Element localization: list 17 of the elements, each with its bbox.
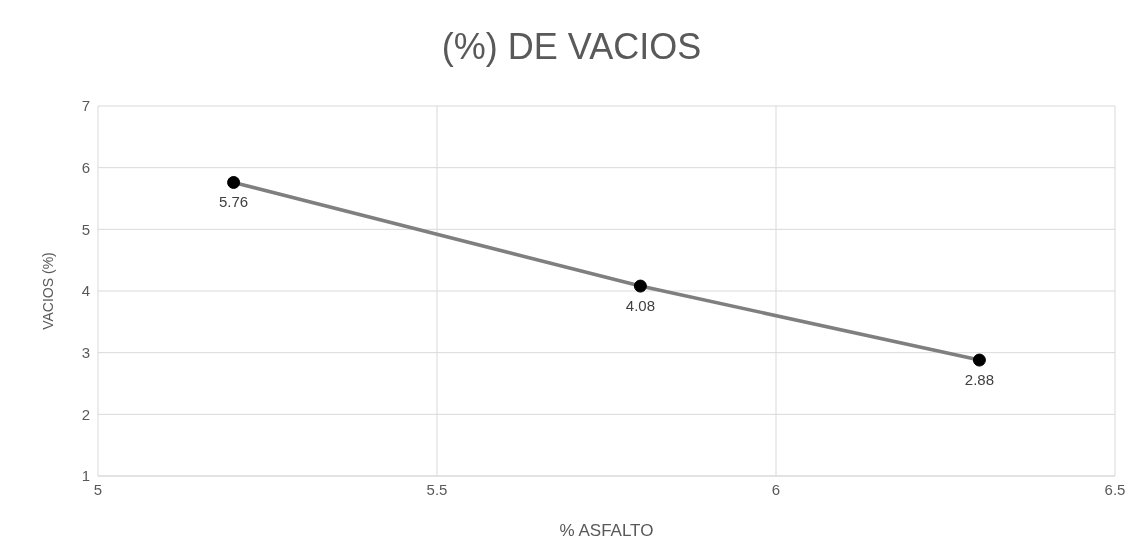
- y-tick-label: 4: [81, 282, 90, 300]
- x-tick-label: 5.5: [426, 480, 448, 498]
- y-tick-label: 6: [81, 158, 90, 176]
- data-label: 4.08: [625, 296, 655, 314]
- y-axis-title: VACIOS (%): [39, 252, 56, 330]
- x-tick-label: 6: [771, 480, 781, 498]
- y-tick-label: 7: [81, 97, 90, 115]
- data-label: 2.88: [964, 370, 994, 388]
- y-tick-label: 3: [81, 343, 90, 361]
- y-tick-label: 2: [81, 405, 90, 423]
- x-axis-title: % ASFALTO: [559, 521, 654, 540]
- chart-title: (%) DE VACIOS: [440, 25, 703, 69]
- y-tick-label: 1: [81, 467, 90, 485]
- x-tick-label: 5: [93, 480, 103, 498]
- x-tick-label: 6.5: [1104, 480, 1126, 498]
- y-tick-label: 5: [81, 220, 90, 238]
- data-label: 5.76: [219, 193, 249, 211]
